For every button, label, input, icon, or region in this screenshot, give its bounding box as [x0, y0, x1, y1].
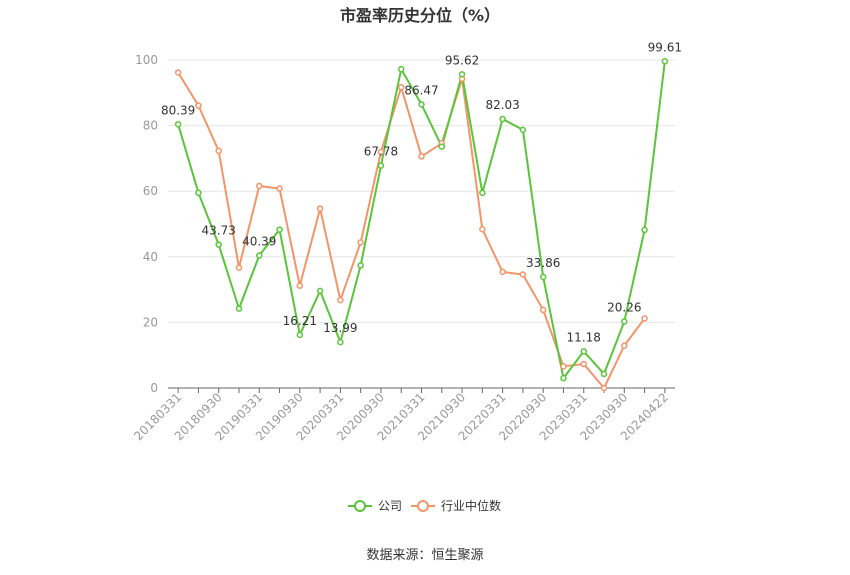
legend-marker-1: [417, 500, 429, 512]
data-point: [215, 241, 222, 248]
data-point: [377, 148, 385, 156]
data-point: [235, 264, 243, 271]
data-point: [479, 189, 486, 197]
data-label: 40.39: [242, 235, 276, 249]
legend-label-1: 行业中位数: [441, 498, 501, 513]
data-label: 20.26: [607, 301, 641, 315]
y-axis-ticks: 0 20 40 60 80 100: [135, 53, 158, 395]
data-point: [397, 65, 405, 73]
data-point: [337, 296, 344, 304]
data-point: [539, 306, 547, 314]
data-label: 13.99: [323, 321, 357, 335]
data-point: [195, 189, 202, 197]
data-label: 16.21: [283, 314, 317, 328]
data-point: [256, 182, 263, 190]
data-point: [621, 342, 628, 349]
y-tick-label: 80: [143, 119, 158, 133]
series-line-1: [177, 71, 646, 389]
data-point: [235, 305, 243, 312]
data-point: [539, 273, 547, 281]
data-point: [316, 205, 324, 212]
data-point: [256, 252, 263, 259]
data-point: [641, 226, 648, 234]
data-point: [499, 268, 506, 276]
chart-title: 市盈率历史分位（%）: [340, 6, 500, 25]
data-point: [600, 384, 608, 392]
data-label: 86.47: [404, 83, 438, 97]
data-label: 99.61: [648, 40, 682, 54]
data-point: [661, 58, 669, 65]
data-point: [580, 348, 587, 355]
data-point: [316, 287, 324, 295]
data-point: [174, 69, 182, 76]
data-label: 80.39: [161, 103, 195, 117]
data-point: [580, 360, 587, 368]
data-label: 82.03: [485, 98, 519, 112]
data-label: 11.18: [567, 330, 601, 344]
data-point: [560, 363, 567, 370]
data-point: [357, 262, 364, 269]
data-point: [174, 121, 182, 128]
data-point: [397, 83, 405, 91]
grid-lines: [168, 59, 675, 323]
y-tick-label: 40: [143, 250, 158, 264]
y-tick-label: 0: [150, 381, 158, 395]
data-point: [641, 315, 648, 322]
data-point: [418, 101, 425, 108]
source-note: 数据来源：恒生聚源: [366, 548, 483, 563]
data-point: [600, 370, 608, 378]
data-label: 95.62: [445, 53, 479, 67]
legend-label-0: 公司: [378, 499, 402, 513]
series-points: [174, 58, 669, 392]
data-point: [418, 153, 425, 160]
y-tick-label: 60: [143, 184, 158, 198]
data-label: 33.86: [526, 256, 560, 270]
data-point: [499, 115, 506, 123]
data-label: 43.73: [202, 224, 236, 238]
legend[interactable]: 公司 行业中位数: [348, 498, 501, 513]
data-point: [560, 374, 567, 382]
data-point: [458, 71, 466, 78]
data-point: [195, 102, 202, 109]
data-point: [276, 226, 283, 233]
data-point: [479, 225, 486, 233]
data-point: [215, 147, 222, 155]
data-point: [519, 126, 527, 134]
data-label: 67.78: [364, 145, 398, 159]
data-point: [519, 271, 527, 278]
data-point: [337, 338, 344, 346]
data-labels: 80.39 43.73 40.39 16.21 13.99 67.78 86.47 95.62…: [161, 40, 682, 344]
y-tick-label: 20: [143, 315, 158, 329]
data-point: [377, 162, 385, 169]
x-axis: 2018033120180930201903312019093020200331…: [131, 387, 675, 443]
data-point: [621, 318, 628, 325]
data-point: [438, 143, 446, 150]
data-point: [296, 282, 304, 289]
legend-marker-0: [354, 500, 366, 512]
data-point: [276, 185, 283, 192]
y-tick-label: 100: [135, 53, 158, 67]
data-point: [357, 239, 364, 246]
data-point: [296, 331, 304, 339]
